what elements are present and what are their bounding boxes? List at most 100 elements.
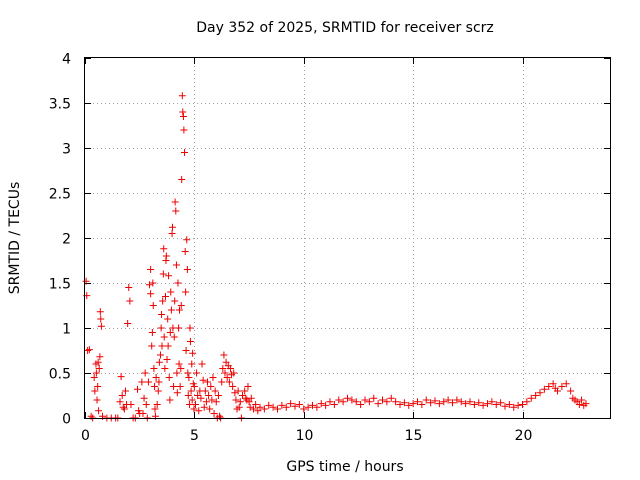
data-point <box>223 374 231 381</box>
x-tick-label: 0 <box>81 428 90 444</box>
data-point <box>304 403 312 411</box>
data-point <box>125 284 133 291</box>
data-point <box>208 396 216 404</box>
data-point <box>218 378 226 386</box>
data-point <box>501 402 509 410</box>
data-point <box>191 401 199 408</box>
data-point <box>357 401 365 408</box>
data-point <box>505 401 513 408</box>
data-point <box>164 342 172 350</box>
data-point <box>153 401 161 408</box>
data-points <box>82 92 590 422</box>
data-point <box>344 394 351 402</box>
data-point <box>147 266 155 273</box>
data-point <box>462 400 470 408</box>
data-point <box>155 358 163 366</box>
data-point <box>211 387 219 395</box>
data-point <box>84 347 92 354</box>
data-point <box>139 410 147 417</box>
data-point <box>165 374 173 381</box>
data-point <box>435 400 443 408</box>
data-point <box>176 306 183 314</box>
data-point <box>291 402 299 410</box>
data-point <box>184 369 192 377</box>
data-point <box>96 353 104 361</box>
data-point <box>183 266 191 273</box>
data-point <box>150 365 158 372</box>
y-tick-labels: 0 0.5 1 1.5 2 2.5 3 3.5 4 <box>49 52 71 428</box>
data-point <box>274 405 281 413</box>
data-point <box>235 403 243 411</box>
data-point <box>379 396 386 404</box>
data-point <box>514 401 522 409</box>
data-point <box>121 387 129 395</box>
data-point <box>141 369 149 377</box>
data-point <box>173 389 181 397</box>
data-point <box>173 369 181 377</box>
data-point <box>527 394 535 402</box>
data-point <box>549 380 557 388</box>
data-point <box>95 365 103 372</box>
data-point <box>409 400 417 408</box>
data-point <box>97 315 105 323</box>
data-point <box>181 248 189 255</box>
data-point <box>169 223 176 231</box>
plot-frame <box>84 57 611 419</box>
data-point <box>206 405 214 413</box>
data-point <box>396 401 404 408</box>
data-point <box>219 365 227 372</box>
data-point <box>96 308 104 316</box>
data-point <box>164 315 172 323</box>
data-point <box>210 410 218 417</box>
x-axis-label: GPS time / hours <box>286 459 403 475</box>
data-point <box>116 398 124 406</box>
y-tick-label: 3.5 <box>49 97 71 113</box>
y-tick-label: 1 <box>62 322 71 338</box>
data-point <box>244 383 252 390</box>
data-point <box>198 360 206 368</box>
data-point <box>523 398 531 406</box>
chart-title: Day 352 of 2025, SRMTID for receiver scr… <box>196 20 494 36</box>
data-point <box>184 392 192 399</box>
data-point <box>207 383 215 390</box>
data-point <box>179 113 187 120</box>
data-point <box>225 378 233 386</box>
data-point <box>144 378 152 386</box>
data-point <box>510 403 518 411</box>
data-point <box>197 394 205 402</box>
data-point <box>282 403 290 411</box>
data-point <box>232 396 240 404</box>
data-point <box>562 380 570 388</box>
data-point <box>186 338 194 345</box>
data-point <box>470 401 478 408</box>
y-tick-label: 1.5 <box>49 277 71 293</box>
data-point <box>166 396 174 404</box>
data-point <box>92 369 100 377</box>
data-point <box>94 383 102 390</box>
data-point <box>158 342 166 350</box>
x-tick-labels: 0 5 10 15 20 <box>81 428 532 444</box>
data-point <box>339 398 347 406</box>
data-point <box>536 389 544 397</box>
data-point <box>97 322 105 330</box>
data-point <box>440 398 448 406</box>
data-point <box>287 400 295 408</box>
x-tick-label: 10 <box>296 428 314 444</box>
data-point <box>427 399 435 407</box>
data-point <box>335 396 343 404</box>
data-point <box>230 369 238 377</box>
data-point <box>178 176 186 183</box>
x-tick-label: 5 <box>190 428 199 444</box>
data-point <box>558 383 566 390</box>
data-point <box>127 401 135 408</box>
data-point <box>475 399 483 407</box>
data-point <box>147 290 155 298</box>
data-point <box>252 401 260 408</box>
data-point <box>256 403 264 411</box>
data-point <box>578 396 586 404</box>
data-point <box>383 398 391 406</box>
data-point <box>209 374 217 381</box>
data-point <box>226 365 234 372</box>
data-point <box>189 349 197 357</box>
